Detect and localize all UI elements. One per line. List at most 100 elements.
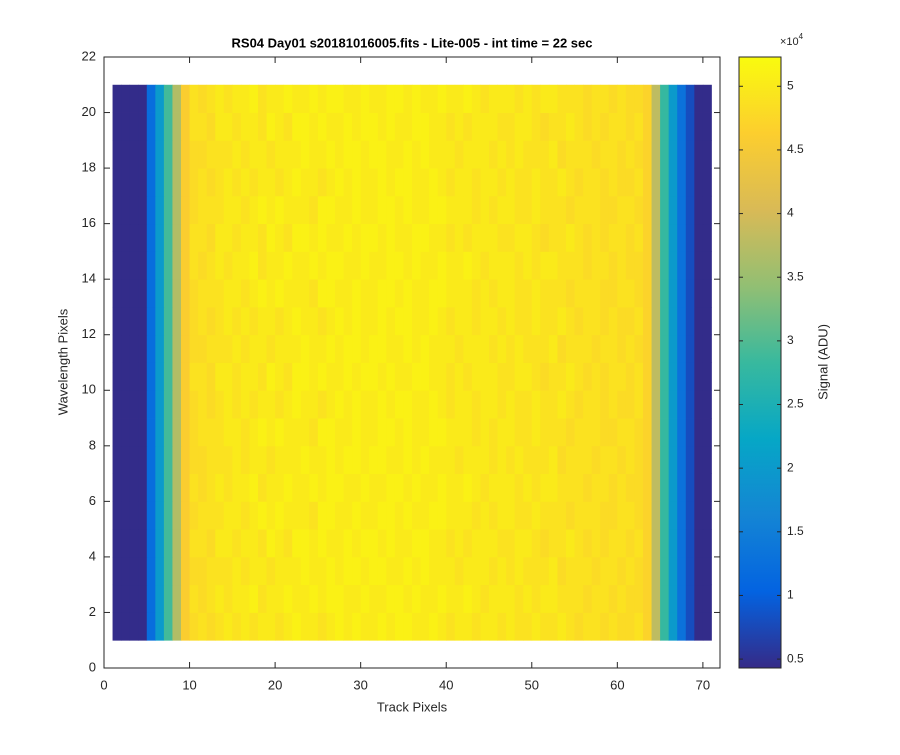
heatmap-cell	[163, 306, 173, 336]
heatmap-cell	[480, 195, 490, 225]
heatmap-cell	[523, 168, 533, 197]
heatmap-cell	[181, 140, 190, 169]
heatmap-cell	[189, 473, 199, 502]
heatmap-cell	[497, 390, 507, 419]
heatmap-cell	[523, 612, 533, 641]
heatmap-cell	[360, 556, 370, 586]
heatmap-cell	[206, 251, 216, 280]
heatmap-cell	[625, 195, 635, 225]
heatmap-cell	[531, 195, 541, 225]
heatmap-cell	[437, 473, 447, 502]
heatmap-cell	[463, 84, 473, 113]
heatmap-cell	[138, 612, 148, 641]
heatmap-cell	[591, 612, 601, 641]
heatmap-cell	[480, 279, 490, 308]
heatmap-cell	[181, 168, 190, 197]
heatmap-cell	[600, 584, 610, 613]
heatmap-cell	[292, 418, 302, 447]
heatmap-cell	[489, 556, 498, 586]
heatmap-cell	[343, 195, 353, 225]
heatmap-cell	[300, 306, 310, 336]
heatmap-cell	[540, 223, 550, 252]
heatmap-cell	[514, 334, 524, 363]
heatmap-cell	[446, 473, 456, 502]
y-tick-label: 6	[89, 493, 96, 508]
heatmap-cell	[266, 362, 276, 391]
heatmap-cell	[497, 445, 507, 474]
heatmap-cell	[446, 362, 456, 391]
heatmap-cell	[129, 445, 139, 474]
heatmap-cell	[557, 612, 567, 641]
heatmap-cell	[360, 501, 370, 530]
heatmap-cell	[266, 306, 276, 336]
heatmap-cell	[292, 195, 302, 225]
heatmap-cell	[172, 584, 182, 613]
heatmap-cell	[309, 306, 319, 336]
heatmap-cell	[583, 334, 593, 363]
heatmap-cell	[514, 473, 524, 502]
heatmap-cell	[694, 195, 704, 225]
heatmap-cell	[651, 168, 661, 197]
heatmap-cell	[583, 279, 593, 308]
heatmap-cell	[566, 195, 575, 225]
heatmap-cell	[497, 168, 507, 197]
heatmap-cell	[600, 529, 610, 558]
heatmap-cell	[138, 501, 148, 530]
heatmap-cell	[326, 279, 336, 308]
heatmap-cell	[643, 501, 652, 530]
heatmap-cell	[223, 612, 233, 641]
heatmap-cell	[394, 556, 404, 586]
heatmap-cell	[181, 418, 190, 447]
heatmap-cell	[300, 501, 310, 530]
heatmap-cell	[608, 306, 618, 336]
heatmap-cell	[643, 556, 652, 586]
heatmap-cell	[223, 195, 233, 225]
heatmap-cell	[702, 390, 712, 419]
heatmap-cell	[232, 168, 242, 197]
heatmap-cell	[343, 501, 353, 530]
heatmap-cell	[386, 556, 396, 586]
heatmap-cell	[634, 473, 644, 502]
heatmap-cell	[129, 223, 139, 252]
heatmap-cell	[608, 279, 618, 308]
heatmap-cell	[634, 501, 644, 530]
heatmap-cell	[548, 195, 558, 225]
heatmap-cell	[420, 584, 430, 613]
heatmap-cell	[506, 473, 516, 502]
heatmap-cell	[172, 445, 182, 474]
heatmap-cell	[523, 473, 533, 502]
heatmap-cell	[651, 445, 661, 474]
heatmap-cell	[617, 390, 627, 419]
heatmap-cell	[702, 112, 712, 141]
heatmap-cell	[506, 223, 516, 252]
heatmap-cell	[232, 279, 242, 308]
heatmap-cell	[369, 556, 379, 586]
heatmap-cell	[497, 418, 507, 447]
heatmap-cell	[309, 223, 319, 252]
heatmap-cell	[352, 473, 362, 502]
heatmap-cell	[223, 334, 233, 363]
heatmap-cell	[155, 390, 165, 419]
heatmap-cell	[121, 306, 131, 336]
heatmap-cell	[497, 501, 507, 530]
heatmap-cell	[386, 390, 396, 419]
heatmap-cell	[412, 279, 421, 308]
heatmap-cell	[454, 112, 464, 141]
heatmap-cell	[163, 529, 173, 558]
heatmap-cell	[471, 556, 481, 586]
heatmap-cell	[112, 445, 122, 474]
heatmap-cell	[625, 334, 635, 363]
heatmap-cell	[523, 445, 533, 474]
heatmap-cell	[386, 529, 396, 558]
heatmap-cell	[249, 556, 259, 586]
heatmap-cell	[463, 529, 473, 558]
heatmap-cell	[326, 168, 336, 197]
heatmap-cell	[608, 223, 618, 252]
heatmap-cell	[446, 334, 456, 363]
heatmap-cell	[232, 140, 242, 169]
heatmap-cell	[574, 584, 584, 613]
heatmap-cell	[634, 612, 644, 641]
heatmap-cell	[454, 529, 464, 558]
heatmap-cell	[129, 473, 139, 502]
heatmap-cell	[215, 556, 225, 586]
